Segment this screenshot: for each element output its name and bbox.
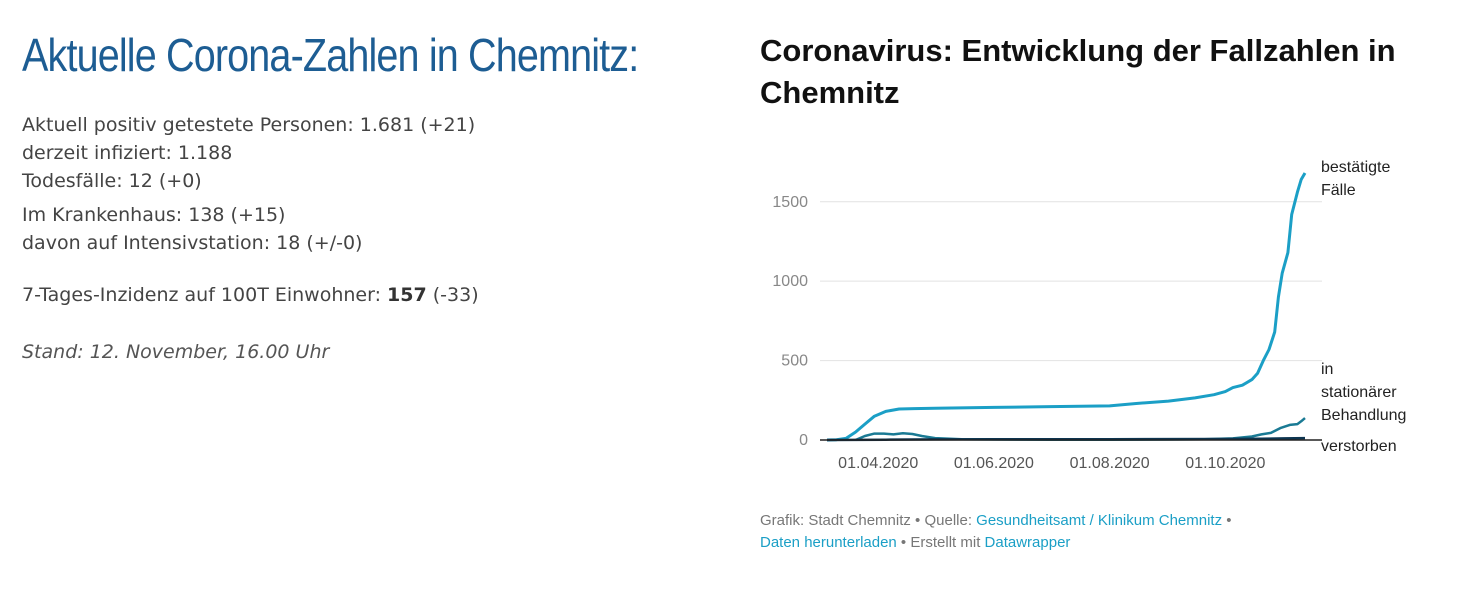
y-tick-label: 1000 — [772, 273, 808, 290]
incidence-prefix: 7-Tages-Inzidenz auf 100T Einwohner: — [22, 283, 388, 306]
chart-title: Coronavirus: Entwicklung der Fallzahlen … — [760, 33, 1396, 110]
line-chart: 0 500 1000 1500 01.04.2020 01.06.2020 01.08.20… — [772, 159, 1406, 472]
y-tick-label: 1500 — [772, 194, 808, 211]
stat-hospital: Im Krankenhaus: 138 (+15) — [22, 203, 286, 226]
source-link[interactable]: Gesundheitsamt / Klinikum Chemnitz — [976, 512, 1223, 529]
chart-panel: Coronavirus: Entwicklung der Fallzahlen … — [760, 30, 1460, 114]
stat-positive: Aktuell positiv getestete Personen: 1.68… — [22, 113, 476, 136]
label-deaths: verstorben — [1321, 438, 1397, 455]
stat-incidence: 7-Tages-Inzidenz auf 100T Einwohner: 157… — [22, 281, 722, 309]
download-link[interactable]: Daten herunterladen — [760, 534, 897, 551]
stats-panel: Aktuelle Corona-Zahlen in Chemnitz: Aktu… — [22, 30, 722, 363]
datawrapper-link[interactable]: Datawrapper — [984, 534, 1071, 551]
footer-prefix: Grafik: Stadt Chemnitz • Quelle: — [760, 512, 977, 529]
label-hospital: Behandlung — [1321, 407, 1406, 424]
stats-list: Aktuell positiv getestete Personen: 1.68… — [22, 111, 722, 309]
stat-icu: davon auf Intensivstation: 18 (+/-0) — [22, 231, 363, 254]
footer-sep2: • Erstellt mit — [896, 534, 985, 551]
x-tick-label: 01.04.2020 — [838, 455, 918, 472]
confirmed-line — [826, 172, 1307, 442]
x-tick-label: 01.10.2020 — [1185, 455, 1265, 472]
label-confirmed: bestätigte — [1321, 159, 1390, 176]
headline: Aktuelle Corona-Zahlen in Chemnitz: — [22, 29, 639, 81]
hospital-line — [855, 417, 1306, 442]
x-tick-label: 01.06.2020 — [954, 455, 1034, 472]
footer-sep1: • — [1222, 512, 1232, 529]
y-tick-label: 500 — [781, 353, 808, 370]
incidence-value: 157 — [387, 283, 427, 306]
label-hospital: in — [1321, 361, 1333, 378]
x-tick-label: 01.08.2020 — [1070, 455, 1150, 472]
label-confirmed: Fälle — [1321, 182, 1356, 199]
chart-footer: Grafik: Stadt Chemnitz • Quelle: Gesundh… — [760, 510, 1460, 554]
stand-timestamp: Stand: 12. November, 16.00 Uhr — [22, 340, 330, 363]
y-tick-label: 0 — [799, 432, 808, 449]
stat-deaths: Todesfälle: 12 (+0) — [22, 169, 202, 192]
incidence-suffix: (-33) — [426, 283, 479, 306]
label-hospital: stationärer — [1321, 384, 1397, 401]
stat-infected: derzeit infiziert: 1.188 — [22, 141, 233, 164]
